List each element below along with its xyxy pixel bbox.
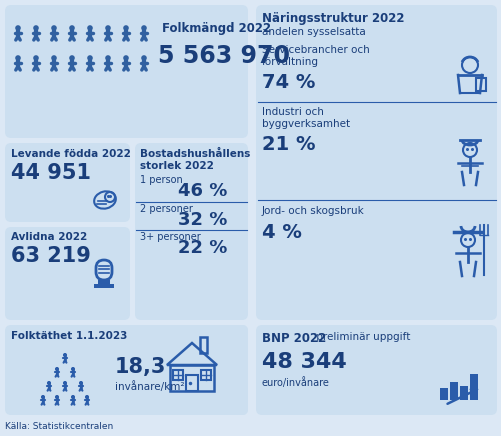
FancyBboxPatch shape [135, 143, 248, 320]
Text: Avlidna 2022: Avlidna 2022 [11, 232, 87, 242]
Circle shape [16, 56, 20, 60]
Text: Folkmängd 2022: Folkmängd 2022 [162, 22, 271, 35]
Text: Bostadshushållens
storlek 2022: Bostadshushållens storlek 2022 [140, 149, 250, 171]
Circle shape [124, 26, 128, 30]
Circle shape [88, 56, 92, 60]
Bar [460, 386, 468, 400]
Bar [201, 370, 211, 380]
Circle shape [106, 26, 110, 30]
Circle shape [52, 26, 56, 30]
Circle shape [34, 56, 38, 60]
Text: 2 personer: 2 personer [140, 204, 193, 214]
Bar [450, 382, 458, 400]
Text: euro/invånare: euro/invånare [262, 377, 330, 388]
FancyBboxPatch shape [135, 325, 248, 415]
Text: 48 344: 48 344 [262, 352, 347, 372]
Circle shape [70, 56, 74, 60]
Text: 4 %: 4 % [262, 223, 302, 242]
Text: 21 %: 21 % [262, 135, 316, 154]
Text: Servicebrancher och
förvaltning: Servicebrancher och förvaltning [262, 45, 370, 68]
Text: BNP 2022: BNP 2022 [262, 332, 326, 345]
Circle shape [106, 56, 110, 60]
Circle shape [86, 395, 88, 399]
Circle shape [64, 354, 66, 356]
Text: 1 person: 1 person [140, 175, 183, 185]
Text: Levande födda 2022: Levande födda 2022 [11, 149, 131, 159]
Bar [170, 365, 214, 391]
Circle shape [72, 395, 74, 399]
Circle shape [72, 368, 74, 370]
Text: Folktäthet 1.1.2023: Folktäthet 1.1.2023 [11, 331, 127, 341]
Circle shape [52, 56, 56, 60]
Text: Näringsstruktur 2022: Näringsstruktur 2022 [262, 12, 404, 25]
Bar [94, 284, 114, 288]
Circle shape [80, 382, 82, 384]
Text: 5 563 970: 5 563 970 [158, 44, 290, 68]
Text: 22 %: 22 % [178, 239, 227, 257]
Circle shape [64, 382, 66, 384]
Bar [98, 280, 110, 284]
FancyBboxPatch shape [256, 325, 497, 415]
Bar [186, 375, 198, 391]
Text: 32 %: 32 % [178, 211, 227, 229]
Text: invånare/km²: invånare/km² [115, 381, 184, 392]
Bar [200, 337, 207, 353]
Text: andelen sysselsatta: andelen sysselsatta [262, 27, 366, 37]
Bar [440, 388, 448, 400]
Text: 3+ personer: 3+ personer [140, 232, 201, 242]
Circle shape [56, 368, 58, 370]
Text: preliminär uppgift: preliminär uppgift [313, 332, 410, 342]
Circle shape [56, 395, 58, 399]
Circle shape [16, 26, 20, 30]
Bar [173, 370, 183, 380]
Text: 63 219: 63 219 [11, 246, 91, 266]
FancyBboxPatch shape [256, 5, 497, 320]
Circle shape [88, 26, 92, 30]
Circle shape [48, 382, 50, 384]
FancyBboxPatch shape [5, 325, 248, 415]
Text: Industri och
byggverksamhet: Industri och byggverksamhet [262, 107, 350, 129]
Text: Källa: Statistikcentralen: Källa: Statistikcentralen [5, 422, 113, 431]
Circle shape [34, 26, 38, 30]
Bar [470, 374, 478, 400]
Text: 18,3: 18,3 [115, 357, 166, 377]
Circle shape [124, 56, 128, 60]
Text: Jord- och skogsbruk: Jord- och skogsbruk [262, 206, 365, 216]
Circle shape [142, 56, 146, 60]
Text: 74 %: 74 % [262, 73, 315, 92]
FancyBboxPatch shape [5, 227, 130, 320]
FancyBboxPatch shape [5, 143, 130, 222]
Text: 46 %: 46 % [178, 182, 227, 200]
FancyBboxPatch shape [5, 5, 248, 138]
Circle shape [70, 26, 74, 30]
Text: 44 951: 44 951 [11, 163, 91, 183]
Circle shape [142, 26, 146, 30]
Bar [476, 78, 486, 91]
Circle shape [42, 395, 44, 399]
